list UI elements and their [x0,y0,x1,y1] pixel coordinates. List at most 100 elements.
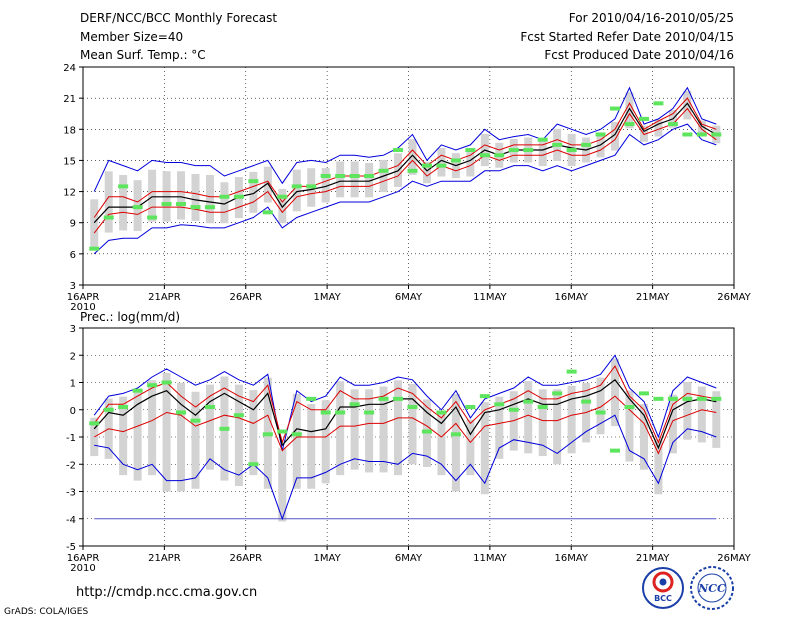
source-url[interactable]: http://cmdp.ncc.cma.gov.cn [76,585,257,600]
prec-spread-box [495,396,504,459]
prec-observed-marker [682,396,693,401]
bcc-logo-text: BCC [654,594,672,603]
grads-credit: GrADS: COLA/IGES [4,607,88,617]
temp-ytick-label: 18 [63,125,76,136]
temperature-y-ticks: 3 6 9 12 15 18 21 24 [63,63,83,292]
prec-spread-box [148,380,157,476]
temp-xtick-label: 21APR [148,292,181,303]
temp-spread-box [263,166,272,203]
temp-spread-box [90,199,99,248]
temp-spread-box [365,162,374,198]
temperature-panel: 3 6 9 12 15 18 21 24 16APR 21APR 26APR 1MAY 6MAY 11M… [63,63,751,313]
prec-spread-box [234,384,243,487]
temp-xtick-label: 16MAY [554,292,588,303]
prec-xtick-label: 11MAY [473,553,507,564]
prec-spread-box [350,389,359,470]
temp-observed-marker [118,184,129,189]
precipitation-x-ticks: 16APR 21APR 26APR 1MAY 6MAY 11MAY 16MAY 21MAY 26… [67,546,752,574]
temp-variable-label: Mean Surf. Temp.: °C [80,48,206,62]
prec-observed-marker [523,399,534,404]
temp-spread-box [177,171,186,220]
prec-observed-marker [248,462,259,467]
temp-ytick-label: 15 [63,156,76,167]
prec-spread-box [249,390,258,476]
temp-observed-marker [161,202,172,207]
temp-observed-marker [393,148,404,153]
prec-spread-box [365,389,374,473]
temperature-lines [93,86,717,255]
prec-spread-box [307,404,316,489]
precipitation-panel: -5 -4 -3 -2 -1 0 1 2 3 16APR 21APR 26APR 1MAY 6MAY 11… [66,324,752,574]
prec-observed-marker [393,396,404,401]
prec-ytick-label: 0 [70,406,76,417]
temp-observed-marker [132,205,143,210]
temp-observed-marker [638,116,649,121]
prec-spread-box [567,385,576,454]
prec-spread-box [191,391,200,489]
member-size: Member Size=40 [80,30,183,44]
temp-ytick-label: 6 [70,250,76,261]
prec-spread-box [379,386,388,473]
prec-spread-box [654,438,663,495]
temp-observed-marker [566,148,577,153]
temp-spread-box [408,139,417,175]
prec-observed-marker [407,405,418,410]
prec-ytick-label: -3 [66,488,76,499]
prec-observed-marker [306,396,317,401]
prec-observed-marker [204,405,215,410]
temp-spread-box [422,161,431,184]
temp-observed-marker [421,163,432,168]
prec-spread-box [408,383,417,465]
temp-observed-marker [696,132,707,137]
temp-observed-marker [465,148,476,153]
prec-observed-marker [595,410,606,415]
prec-observed-marker [335,410,346,415]
temp-spread-box [148,169,157,222]
temp-spread-box [538,141,547,167]
prec-xtick-label: 6MAY [395,553,423,564]
temp-mean-line [93,102,717,224]
precipitation-boxes [90,358,721,522]
temp-ytick-label: 21 [63,94,76,105]
temp-spread-box [625,92,634,129]
prec-observed-marker [711,396,722,401]
temp-min-line [93,123,717,255]
temp-observed-marker [595,132,606,137]
temp-observed-marker [277,194,288,199]
chart-title: DERF/NCC/BCC Monthly Forecast [80,11,277,25]
bcc-logo-ring [642,567,684,609]
temp-xtick-label: 26APR [229,292,262,303]
prec-spread-box [697,386,706,443]
prec-xtick-label: 16MAY [554,553,588,564]
prec-spread-box [466,419,475,476]
prec-spread-box [596,377,605,435]
temp-spread-box [220,182,229,224]
prec-upper-line [93,365,717,445]
prec-xtick-label: 26APR [229,553,262,564]
prec-observed-marker [291,432,302,437]
temp-ytick-label: 24 [63,63,76,74]
temp-observed-marker [436,163,447,168]
temp-observed-marker [190,205,201,210]
prec-observed-marker [479,394,490,399]
temp-xtick-label: 16APR [67,292,100,303]
temp-spread-box [437,147,446,177]
prec-observed-marker [349,402,360,407]
temp-spread-box [119,174,128,231]
prec-spread-box [538,389,547,457]
prec-spread-box [524,381,533,454]
prec-observed-marker [508,407,519,412]
prec-spread-box [437,412,446,476]
temp-observed-marker [682,132,693,137]
prec-observed-marker [103,407,114,412]
temp-observed-marker [306,184,317,189]
prec-spread-box [712,391,721,448]
temp-observed-marker [248,179,259,184]
temp-upper-line [93,97,717,218]
temp-observed-marker [624,122,635,127]
prec-xtick-label: 26MAY [717,553,751,564]
prec-ytick-label: 3 [70,324,76,335]
temp-observed-marker [320,174,331,178]
temp-xtick-label: 1MAY [314,292,342,303]
prec-observed-marker [262,432,273,437]
